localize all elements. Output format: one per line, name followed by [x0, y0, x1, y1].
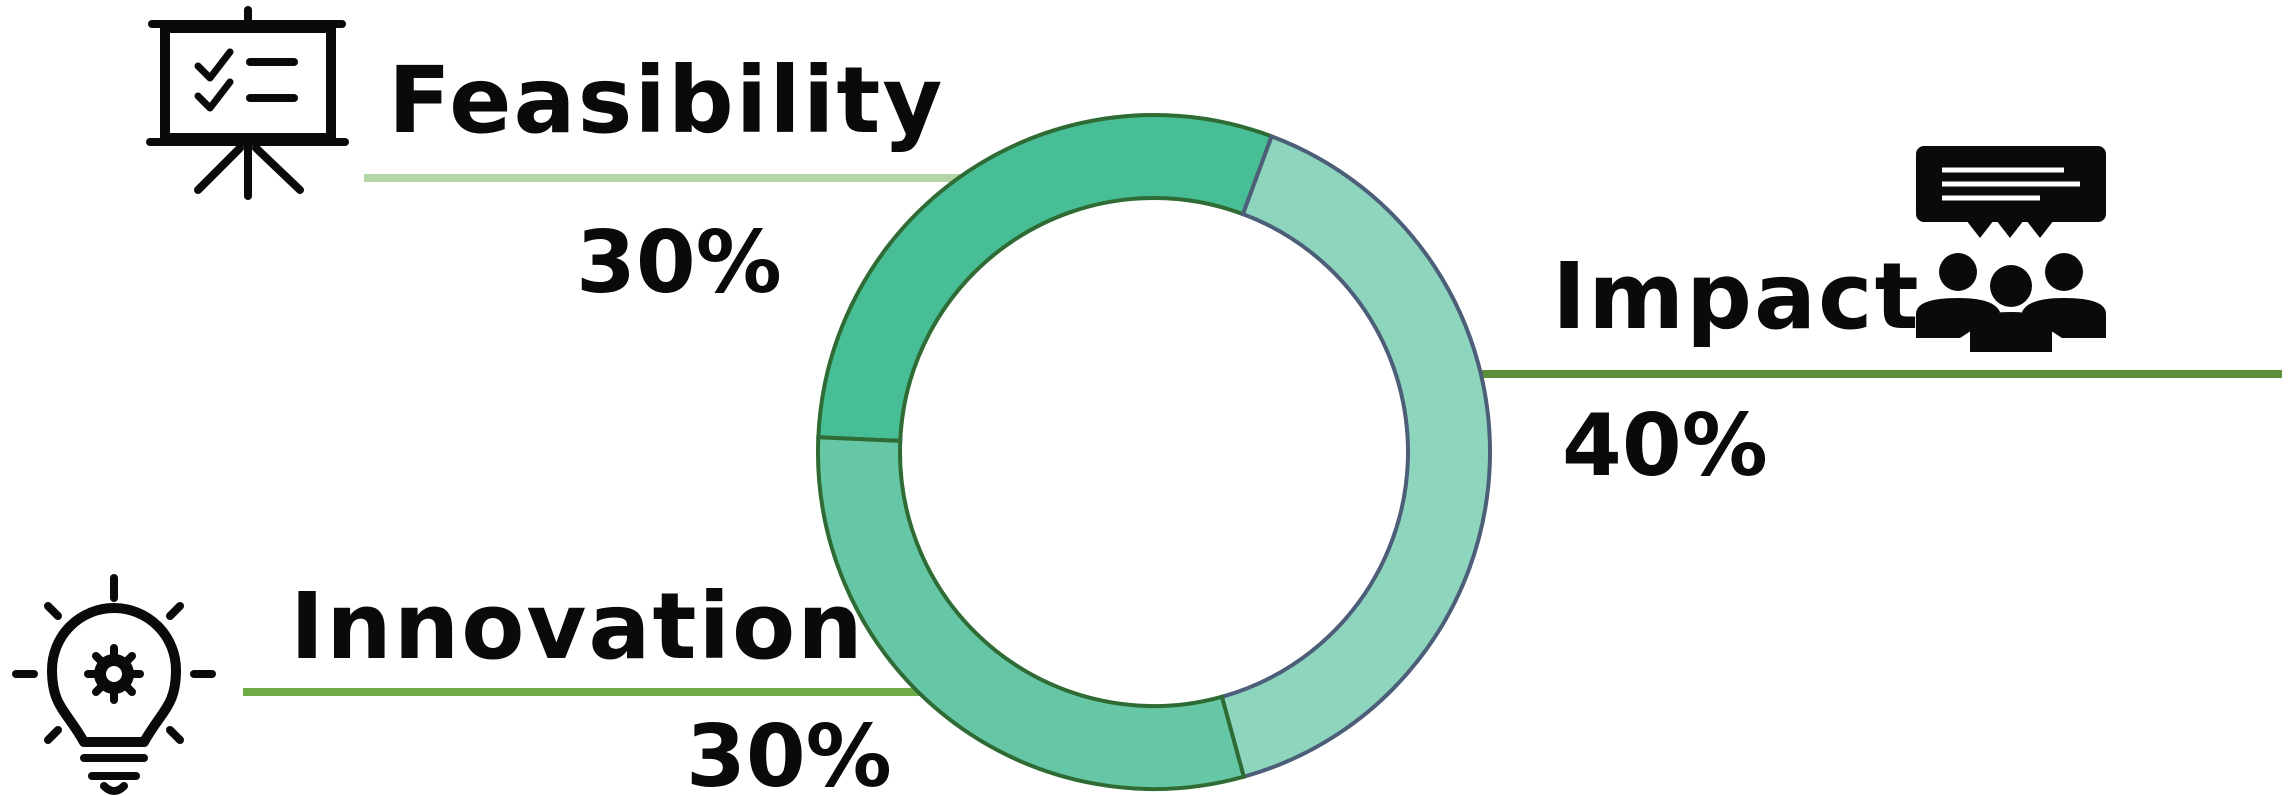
- slice-value-feasibility: 30%: [576, 213, 782, 313]
- donut-slice-impact: [1219, 133, 1492, 780]
- slice-label-innovation: Innovation: [290, 573, 865, 680]
- slice-label-impact: Impact: [1552, 243, 1921, 350]
- slice-value-innovation: 30%: [686, 707, 892, 796]
- slice-label-feasibility: Feasibility: [388, 47, 944, 154]
- donut-slices: [816, 113, 1492, 791]
- donut-slice-feasibility: [816, 113, 1275, 444]
- donut-slice-innovation: [816, 435, 1247, 791]
- lightbulb-gear-icon: [12, 574, 216, 795]
- presentation-board-checklist-icon: [146, 6, 349, 200]
- slice-value-impact: 40%: [1562, 396, 1768, 496]
- team-speech-bubble-icon: [1916, 146, 2106, 352]
